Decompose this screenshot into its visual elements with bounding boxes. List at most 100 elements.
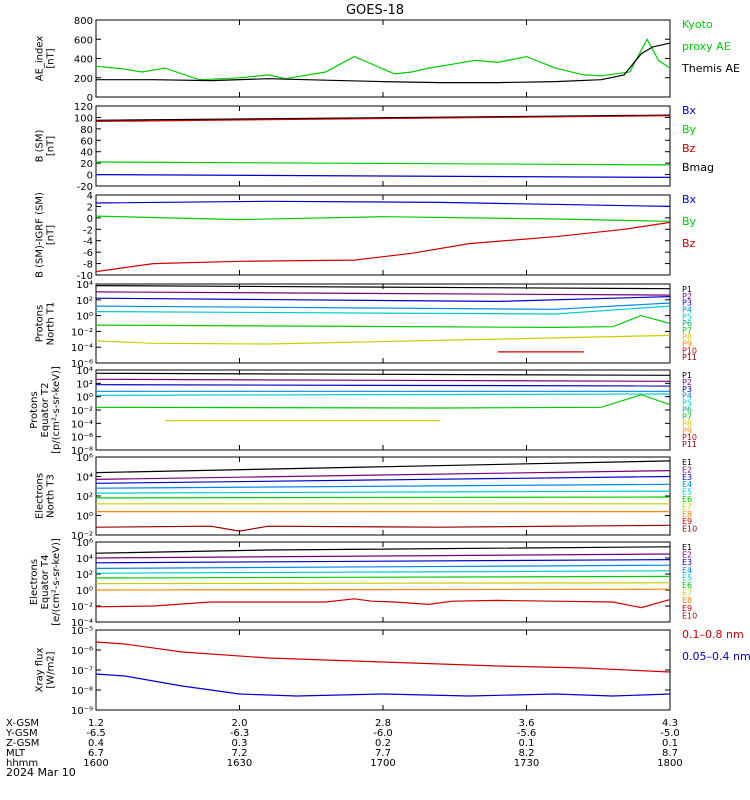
y-tick-label: 10⁻⁶ — [71, 433, 93, 444]
legend-entry: E5 — [682, 488, 692, 497]
y-tick-label: 10⁻² — [71, 531, 93, 542]
legend-entry: P6 — [682, 319, 692, 328]
panel-b_igrf: 420-2-4-6-8-10 B (SM)-IGRF (SM) [nT] Bx By Bz — [35, 191, 697, 282]
y-axis-label: [W/m2] — [46, 651, 57, 688]
legend-entry: E3 — [682, 558, 692, 567]
series-line — [96, 42, 671, 84]
y-tick-label: 80 — [80, 125, 93, 136]
ephemeris-value: 8.2 — [519, 748, 535, 759]
legend-entry: P6 — [682, 406, 692, 415]
y-tick-label: 10⁰ — [76, 312, 93, 323]
series-line — [95, 496, 671, 499]
series-line — [95, 394, 671, 409]
y-tick-label: 10² — [76, 492, 93, 503]
ephemeris-value: 2.8 — [375, 718, 391, 729]
y-tick-label: -2 — [83, 225, 93, 236]
legend-entry: E7 — [682, 589, 692, 598]
ephemeris-value: 0.3 — [232, 738, 248, 749]
legend-entry: Bz — [682, 237, 696, 250]
legend-entry: E1 — [682, 458, 692, 467]
legend-entry: E4 — [682, 566, 692, 575]
panel-ae: 800 600 400 200 0 AE_index [nT] Kyoto proxy AE Th… — [35, 16, 740, 104]
series-line — [95, 564, 671, 570]
legend-entry: P1 — [682, 371, 692, 380]
y-axis-label: Electrons — [35, 473, 46, 519]
y-tick-label: 10⁻² — [71, 602, 93, 613]
ephemeris-value: -6.0 — [373, 728, 393, 739]
y-tick-label: 0 — [87, 214, 93, 225]
y-tick-label: 40 — [80, 148, 93, 159]
ephemeris-value: 0.1 — [662, 738, 678, 749]
series-line — [95, 285, 671, 290]
series-line — [95, 372, 671, 376]
legend-entry: P4 — [682, 392, 692, 401]
ephemeris-row-label: Y-GSM — [5, 728, 38, 739]
y-tick-label: 10⁻⁹ — [71, 706, 93, 717]
ephemeris-row-label: Z-GSM — [6, 738, 39, 749]
legend-entry: P2 — [682, 378, 692, 387]
panel-frame — [95, 19, 671, 98]
ephemeris-value: -5.6 — [517, 728, 537, 739]
y-tick-label: 10⁻⁶ — [71, 646, 93, 657]
y-tick-label: 10⁻⁴ — [71, 618, 93, 629]
series-line — [95, 393, 671, 396]
series-line — [95, 673, 671, 697]
legend-entry: proxy AE — [682, 40, 731, 53]
series-line — [95, 334, 671, 345]
y-axis-label: [e/(cm²-s-sr-keV)] — [51, 538, 62, 626]
y-tick-label: 10⁶ — [76, 538, 93, 549]
legend-entry: E2 — [682, 551, 692, 560]
y-tick-label: 10⁰ — [76, 512, 93, 523]
series-line — [95, 475, 671, 484]
y-tick-label: 10² — [76, 570, 93, 581]
ephemeris-value: 6.7 — [88, 748, 104, 759]
legend-entry: Bz — [682, 142, 696, 155]
y-tick-label: 10² — [76, 379, 93, 390]
series-line — [95, 460, 671, 474]
legend-entry: E9 — [682, 604, 692, 613]
y-tick-label: -20 — [77, 182, 93, 193]
legend-entry: P2 — [682, 292, 692, 301]
y-tick-label: 20 — [80, 159, 93, 170]
legend-entry: P7 — [682, 326, 692, 335]
series-line — [95, 215, 671, 222]
y-tick-label: -4 — [83, 237, 93, 248]
panel-xray: 10⁻⁵ 10⁻⁶ 10⁻⁷ 10⁻⁸ 10⁻⁹ Xray flux [W/m2] 0.1–0… — [35, 626, 750, 717]
series-line — [95, 174, 671, 178]
ephemeris-value: 1630 — [227, 758, 252, 769]
y-axis-label: B (SM) — [35, 129, 46, 162]
ephemeris-value: 8.7 — [662, 748, 678, 759]
legend-entry: P5 — [682, 312, 692, 321]
ephemeris-value: 0.4 — [88, 738, 104, 749]
y-axis-label: North T3 — [46, 474, 57, 518]
ephemeris-row-label: X-GSM — [6, 718, 39, 729]
ephemeris-value: 1700 — [370, 758, 395, 769]
y-tick-label: 120 — [74, 102, 93, 113]
series-line — [95, 470, 671, 480]
y-tick-label: 0 — [87, 171, 93, 182]
ephemeris-value: 1730 — [514, 758, 539, 769]
y-tick-label: 10⁻⁴ — [71, 419, 93, 430]
legend-entry: P8 — [682, 419, 692, 428]
legend-entry: P5 — [682, 399, 692, 408]
y-axis-label: Equator T2 — [40, 383, 51, 438]
y-axis-label: Xray flux — [35, 648, 46, 693]
legend-entry: E6 — [682, 495, 692, 504]
panel-protons_t1: 10⁴ 10² 10⁰ 10⁻² 10⁻⁴ 10⁻⁶ Protons North T1 P1P2… — [35, 280, 698, 370]
series-line — [95, 598, 671, 609]
legend-entry: Bx — [682, 104, 697, 117]
y-axis-label: B (SM)-IGRF (SM) — [35, 192, 46, 278]
legend-entry: E7 — [682, 502, 692, 511]
series-line — [95, 641, 671, 673]
series-line — [95, 314, 671, 329]
y-tick-label: 10⁻⁸ — [71, 446, 93, 457]
legend-entry: E8 — [682, 510, 692, 519]
legend-entry: E5 — [682, 573, 692, 582]
legend-entry: E1 — [682, 543, 692, 552]
series-line — [95, 483, 671, 489]
series-line — [95, 302, 671, 310]
y-tick-label: 10² — [76, 296, 93, 307]
